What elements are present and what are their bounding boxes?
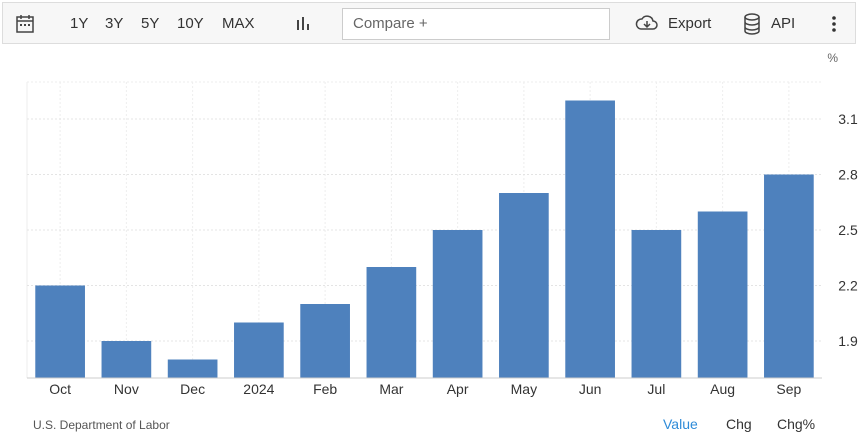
x-tick-label: Sep <box>776 381 801 397</box>
x-tick-label: Jun <box>579 381 602 397</box>
bar <box>764 174 814 378</box>
api-button[interactable]: API <box>771 15 796 32</box>
range-button[interactable]: 3Y <box>105 15 124 32</box>
bar <box>300 304 350 378</box>
compare-input[interactable]: Compare + <box>342 8 610 40</box>
x-tick-label: Jul <box>647 381 665 397</box>
bar <box>432 230 483 378</box>
bar <box>234 322 284 378</box>
range-button[interactable]: 10Y <box>177 15 204 32</box>
bar <box>499 193 549 378</box>
range-button[interactable]: 1Y <box>70 15 89 32</box>
x-tick-label: May <box>511 381 537 397</box>
bar <box>565 100 615 378</box>
unit-label: % <box>827 51 838 65</box>
bar <box>167 359 218 378</box>
chart-type-icon[interactable] <box>295 16 311 32</box>
view-button[interactable]: Chg% <box>777 416 816 432</box>
range-button[interactable]: MAX <box>222 15 255 32</box>
source: U.S. Department of Labor <box>33 418 170 432</box>
y-tick-label: 3.1 <box>838 111 858 127</box>
x-tick-label: Feb <box>313 381 337 397</box>
y-tick-label: 2.2 <box>838 278 858 294</box>
menu-icon[interactable] <box>831 16 837 34</box>
bar <box>697 211 748 378</box>
export-button[interactable]: Export <box>668 15 712 32</box>
view-button[interactable]: Value <box>663 416 698 432</box>
x-tick-label: Apr <box>447 381 469 397</box>
y-tick-label: 2.5 <box>838 222 858 238</box>
y-tick-label: 1.9 <box>838 333 858 349</box>
chart: % 1.9 2.2 2.5 2.8 3.1 Oct Nov Dec 2024 Feb Mar Apr M… <box>26 51 858 397</box>
bar <box>366 267 417 378</box>
x-tick-label: Dec <box>180 381 205 397</box>
calendar-icon[interactable] <box>15 14 35 34</box>
export-icon[interactable] <box>635 14 659 34</box>
view-button[interactable]: Chg <box>726 416 752 432</box>
x-tick-label: 2024 <box>243 381 274 397</box>
bar <box>101 341 152 378</box>
bar <box>35 285 85 378</box>
bar <box>631 230 682 378</box>
toolbar: 1Y 3Y 5Y 10Y MAX Compare + Export API <box>2 2 856 44</box>
x-tick-label: Mar <box>379 381 403 397</box>
range-button[interactable]: 5Y <box>141 15 160 32</box>
y-tick-label: 2.8 <box>838 167 858 183</box>
x-tick-label: Nov <box>114 381 139 397</box>
api-icon[interactable] <box>743 13 761 35</box>
x-tick-label: Oct <box>49 381 71 397</box>
x-tick-label: Aug <box>710 381 735 397</box>
